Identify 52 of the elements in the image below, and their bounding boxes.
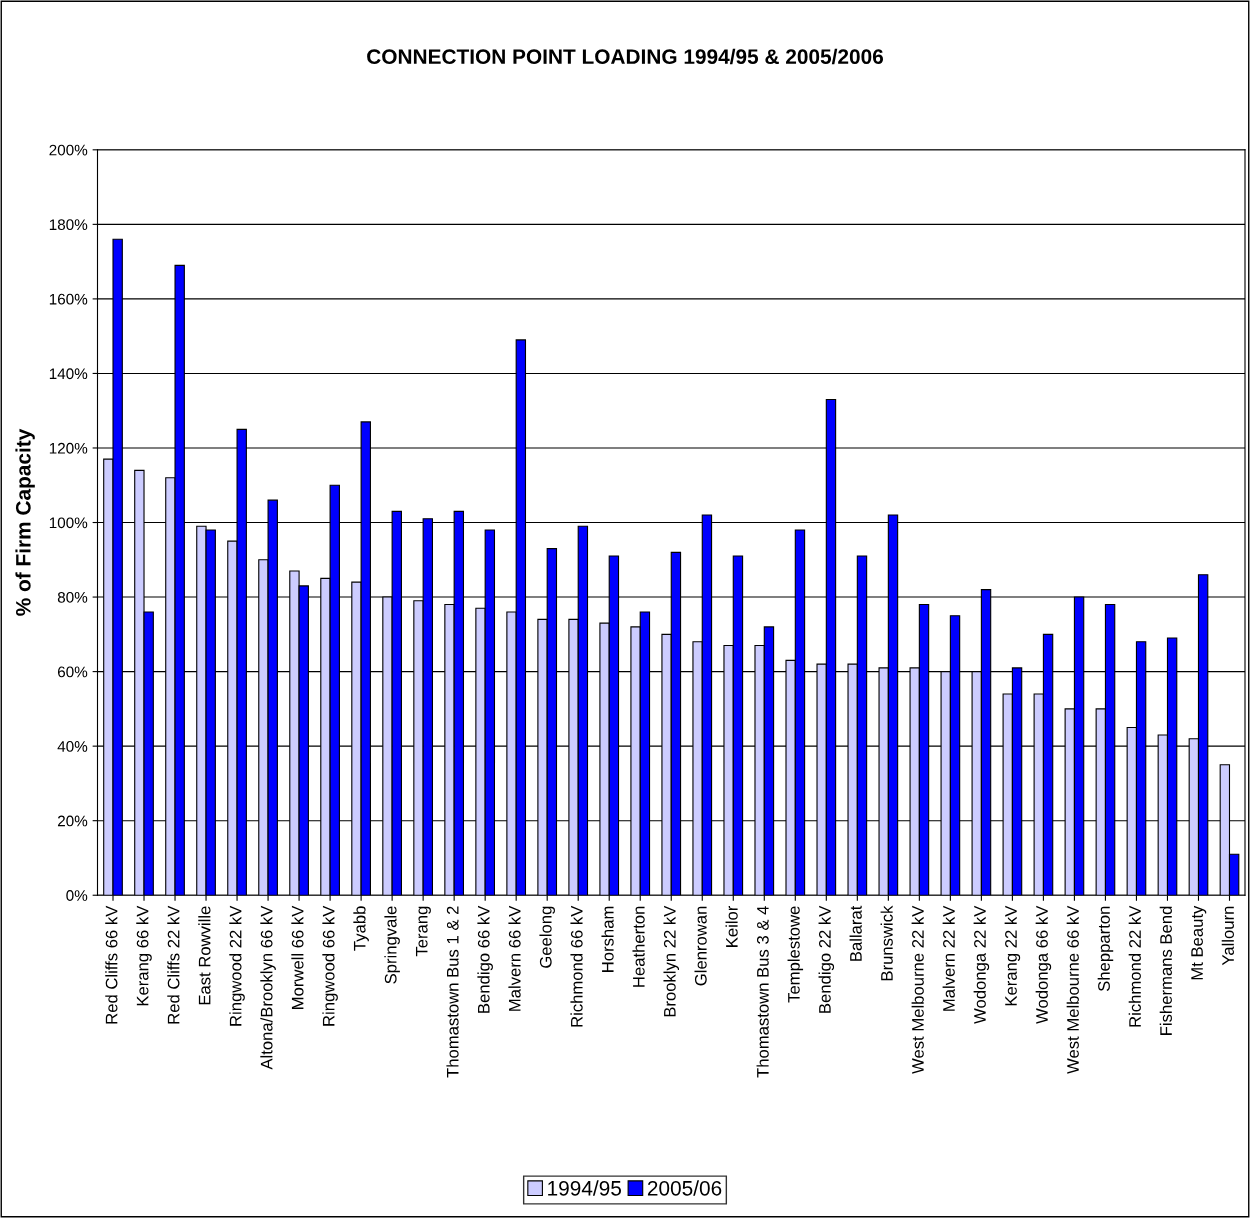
x-tick-label: West Melbourne 66 kV [1066,905,1079,1074]
x-tick-label: Kerang 22 kV [1004,905,1021,1006]
y-tick-label: 180% [49,219,88,231]
x-tick-label: Malvern 22 kV [942,905,955,1011]
x-tick-label: Red Cliffs 66 kV [105,905,118,1024]
y-tick-label: 160% [49,293,88,305]
x-tick-label: Fishermans Bend [1159,906,1172,1035]
x-tick-label: Shepparton [1097,906,1114,992]
x-tick-label: Templestowe [787,906,804,1003]
y-tick-label: 100% [49,517,88,529]
x-tick-label: Malvern 66 kV [508,905,521,1011]
x-tick-label: Altona/Brooklyn 66 kV [260,905,276,1070]
x-tick-label: Tyabb [353,906,369,951]
y-tick-label: 20% [57,815,88,827]
x-tick-label: Ringwood 22 kV [229,905,245,1026]
x-tick-label: Richmond 22 kV [1128,905,1141,1027]
y-tick-label: 140% [49,368,88,380]
x-tick-label: East Rowville [198,906,211,1005]
y-tick-label: 60% [57,666,88,678]
x-tick-label: Red Cliffs 22 kV [167,905,180,1024]
x-tick-label: Morwell 66 kV [291,905,304,1009]
x-tick-label: Thomastown Bus 1 & 2 [446,906,459,1078]
x-tick-label: Bendigo 22 kV [818,905,835,1013]
y-tick-label: 200% [49,144,88,156]
x-tick-label: Richmond 66 kV [570,905,583,1027]
y-axis-title: % of Firm Capacity [15,428,35,616]
x-tick-label: Springvale [384,906,400,984]
x-tick-label: Glenrowan [694,906,707,986]
y-tick-label: 0% [66,890,88,901]
x-tick-label: Wodonga 22 kV [973,905,990,1024]
x-tick-label: Horsham [601,906,614,972]
legend-label: 2005/06 [647,1180,722,1196]
y-tick-label: 120% [49,442,88,454]
x-tick-label: Yallourn [1221,906,1234,966]
x-tick-label: West Melbourne 22 kV [911,905,924,1074]
x-tick-label: Mt Beauty [1191,905,1207,980]
x-tick-label: Ringwood 66 kV [322,905,338,1026]
x-tick-label: Heatherton [632,906,645,987]
x-tick-label: Thomastown Bus 3 & 4 [756,906,769,1078]
chart-title: CONNECTION POINT LOADING 1994/95 & 2005/2006 [367,48,884,65]
x-tick-label: Terang [415,906,431,957]
x-tick-label: Wodonga 66 kV [1035,905,1052,1024]
legend-label: 1994/95 [548,1180,622,1196]
x-tick-label: Geelong [539,906,555,968]
y-tick-label: 80% [57,591,88,603]
y-tick-label: 40% [57,741,88,752]
x-tick-label: Kerang 66 kV [136,905,152,1006]
x-tick-label: Bendigo 66 kV [477,905,493,1013]
x-tick-label: Brooklyn 22 kV [663,905,680,1017]
x-tick-label: Brunswick [880,905,893,981]
x-tick-label: Keilor [725,905,738,947]
x-tick-label: Ballarat [849,905,862,961]
